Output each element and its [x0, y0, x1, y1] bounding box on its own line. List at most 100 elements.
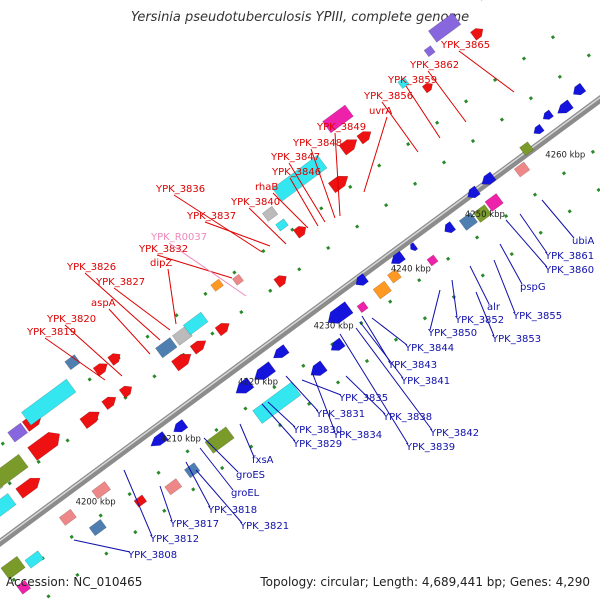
- gene-arrow[interactable]: [171, 349, 194, 372]
- gene-label[interactable]: YPK_3820: [46, 314, 96, 325]
- gene-arrow[interactable]: [232, 377, 255, 398]
- gene-label[interactable]: YPK_3817: [169, 519, 219, 530]
- gene-block[interactable]: [210, 278, 224, 292]
- gene-block[interactable]: [155, 337, 178, 359]
- gene-arrow[interactable]: [465, 185, 481, 201]
- gene-block[interactable]: [472, 204, 493, 223]
- gene-label[interactable]: YPK_3844: [404, 343, 454, 354]
- gene-label[interactable]: dipZ: [150, 258, 172, 269]
- gene-arrow[interactable]: [388, 250, 406, 267]
- gene-label[interactable]: YPK_3846: [271, 167, 321, 178]
- gene-label[interactable]: YPK_3842: [429, 428, 479, 439]
- gene-arrow[interactable]: [442, 221, 457, 236]
- gene-label[interactable]: groEL: [231, 488, 260, 499]
- gene-label[interactable]: YPK_3808: [127, 550, 177, 561]
- gene-label[interactable]: YPK_3829: [292, 439, 342, 450]
- gene-label[interactable]: YPK_3855: [512, 311, 562, 322]
- gene-label[interactable]: YPK_3837: [186, 211, 236, 222]
- gene-block[interactable]: [372, 280, 392, 300]
- gene-label[interactable]: YPK_3843: [387, 360, 437, 371]
- gene-label[interactable]: YPK_3812: [149, 534, 199, 545]
- gene-label[interactable]: pspG: [520, 282, 546, 293]
- gene-label[interactable]: YPK_3847: [270, 152, 320, 163]
- gene-block[interactable]: [21, 378, 77, 426]
- gene-arrow[interactable]: [353, 273, 369, 288]
- gene-label[interactable]: YPK_3818: [207, 505, 257, 516]
- gene-label[interactable]: YPK_3860: [544, 265, 594, 276]
- gene-block[interactable]: [322, 104, 354, 134]
- gene-block[interactable]: [182, 311, 209, 336]
- gene-block[interactable]: [24, 550, 45, 569]
- gene-arrow[interactable]: [531, 123, 545, 136]
- gene-block[interactable]: [261, 205, 279, 222]
- gene-label[interactable]: YPK_3834: [332, 430, 382, 441]
- gene-arrow[interactable]: [327, 171, 351, 194]
- gene-label[interactable]: YPK_3832: [138, 244, 188, 255]
- gene-block[interactable]: [7, 422, 29, 443]
- gene-label[interactable]: groES: [236, 470, 265, 481]
- gene-arrow[interactable]: [118, 383, 135, 399]
- gene-label[interactable]: YPK_3827: [95, 277, 145, 288]
- gene-block[interactable]: [458, 212, 478, 231]
- gene-arrow[interactable]: [324, 301, 354, 329]
- gene-arrow[interactable]: [79, 407, 103, 430]
- gene-label[interactable]: YPK_3819: [26, 327, 76, 338]
- gene-arrow[interactable]: [541, 109, 554, 122]
- gene-arrow[interactable]: [555, 99, 574, 118]
- gene-arrow[interactable]: [356, 128, 374, 145]
- gene-label[interactable]: YPK_3853: [491, 334, 541, 345]
- gene-label[interactable]: YPK_3821: [239, 521, 289, 532]
- gene-arrow[interactable]: [270, 344, 290, 363]
- gene-label[interactable]: YPK_3836: [155, 184, 205, 195]
- gene-arrow[interactable]: [27, 427, 65, 461]
- gene-block[interactable]: [204, 426, 235, 454]
- gene-block[interactable]: [513, 161, 531, 178]
- gene-label[interactable]: YPK_3841: [400, 376, 450, 387]
- gene-block[interactable]: [91, 481, 111, 500]
- gene-block[interactable]: [484, 193, 504, 212]
- gene-block[interactable]: [387, 268, 402, 284]
- gene-block[interactable]: [0, 453, 29, 498]
- gene-arrow[interactable]: [292, 223, 309, 239]
- gene-label[interactable]: YPK_3861: [544, 251, 594, 262]
- gene-arrow[interactable]: [479, 171, 497, 188]
- gene-label[interactable]: YPK_3862: [409, 60, 459, 71]
- gene-block[interactable]: [356, 301, 369, 314]
- gene-label[interactable]: fxsA: [252, 455, 274, 466]
- gene-block[interactable]: [252, 381, 302, 424]
- gene-block[interactable]: [232, 273, 244, 286]
- gene-block[interactable]: [184, 462, 201, 479]
- gene-block[interactable]: [275, 218, 289, 232]
- gene-label[interactable]: uvrA: [369, 106, 392, 117]
- gene-label[interactable]: YPK_3830: [292, 425, 342, 436]
- gene-block[interactable]: [519, 141, 534, 157]
- gene-block[interactable]: [88, 519, 107, 537]
- gene-block[interactable]: [423, 45, 436, 58]
- gene-block[interactable]: [64, 354, 81, 371]
- gene-label[interactable]: YPK_3859: [387, 75, 437, 86]
- gene-arrow[interactable]: [328, 337, 346, 354]
- gene-label[interactable]: YPK_3840: [230, 197, 280, 208]
- gene-label[interactable]: rhaB: [255, 182, 278, 193]
- gene-arrow[interactable]: [421, 81, 435, 94]
- gene-block[interactable]: [428, 12, 462, 43]
- gene-label[interactable]: YPK_3852: [454, 315, 504, 326]
- gene-arrow[interactable]: [101, 393, 119, 411]
- gene-block[interactable]: [426, 254, 439, 267]
- gene-block[interactable]: [58, 508, 77, 526]
- gene-block[interactable]: [0, 492, 17, 529]
- gene-arrow[interactable]: [15, 473, 44, 499]
- gene-arrow[interactable]: [189, 337, 209, 355]
- gene-arrow[interactable]: [307, 360, 328, 380]
- gene-label[interactable]: YPK_3826: [66, 262, 116, 273]
- gene-arrow[interactable]: [570, 82, 587, 98]
- gene-block[interactable]: [133, 494, 148, 508]
- gene-arrow[interactable]: [251, 361, 277, 385]
- gene-arrow[interactable]: [214, 320, 232, 337]
- gene-arrow[interactable]: [148, 431, 169, 450]
- gene-label[interactable]: YPK_3835: [338, 393, 388, 404]
- gene-arrow[interactable]: [273, 272, 290, 288]
- gene-label[interactable]: YPK_3849: [316, 122, 366, 133]
- gene-label[interactable]: aspA: [91, 298, 116, 309]
